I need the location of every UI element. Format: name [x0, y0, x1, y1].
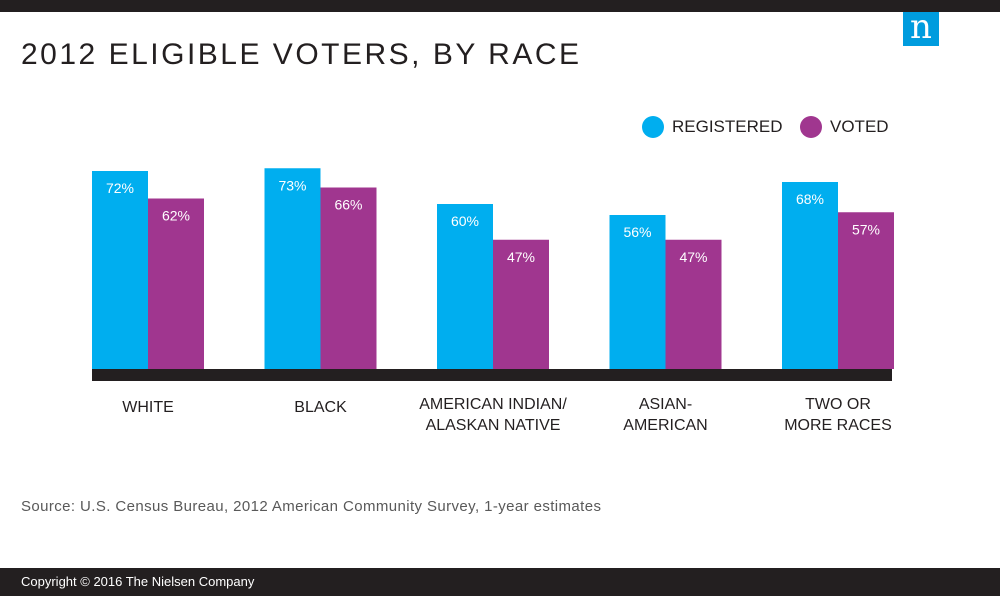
bar-value-label-registered: 72%	[106, 180, 134, 196]
bar-value-label-registered: 60%	[451, 213, 479, 229]
source-note: Source: U.S. Census Bureau, 2012 America…	[21, 498, 602, 515]
bar-value-label-registered: 73%	[278, 177, 306, 193]
bar-registered	[264, 168, 321, 369]
bar-voted	[493, 239, 549, 369]
bar-value-label-voted: 57%	[852, 221, 880, 237]
legend-label-registered: REGISTERED	[672, 117, 783, 136]
bar-voted	[838, 212, 894, 369]
category-label: WHITE	[122, 399, 174, 416]
nielsen-logo: n	[903, 10, 939, 46]
bar-value-label-voted: 62%	[162, 208, 190, 224]
category-label: ASIAN-	[639, 396, 692, 413]
legend-dot-voted	[800, 116, 822, 138]
bar-voted	[148, 198, 204, 369]
legend-item-registered: REGISTERED	[642, 116, 783, 138]
bar-voted	[665, 239, 722, 369]
bar-value-label-registered: 56%	[623, 224, 651, 240]
category-label: BLACK	[294, 399, 347, 416]
bar-registered	[92, 171, 148, 369]
category-label: TWO OR	[805, 396, 871, 413]
bar-registered	[782, 182, 838, 369]
legend-label-voted: VOTED	[830, 117, 889, 136]
bar-value-label-voted: 47%	[679, 249, 707, 265]
bar-registered	[609, 215, 666, 369]
legend-dot-registered	[642, 116, 664, 138]
top-bar	[0, 0, 1000, 12]
copyright-text: Copyright © 2016 The Nielsen Company	[21, 574, 255, 589]
bar-value-label-voted: 66%	[334, 197, 362, 213]
bar-voted	[320, 187, 377, 369]
legend-item-voted: VOTED	[800, 116, 889, 138]
bar-registered	[437, 204, 493, 369]
bar-value-label-registered: 68%	[796, 191, 824, 207]
x-axis-baseline	[92, 369, 892, 381]
category-label: ALASKAN NATIVE	[426, 417, 561, 434]
bar-value-label-voted: 47%	[507, 249, 535, 265]
footer-bar: Copyright © 2016 The Nielsen Company	[0, 568, 1000, 596]
bar-chart: 72% 62% WHITE 73% 66% BLACK 60% 47% AMERICAN IND…	[92, 168, 894, 434]
chart-title: 2012 ELIGIBLE VOTERS, BY RACE	[21, 38, 582, 71]
category-label: AMERICAN INDIAN/	[419, 396, 567, 413]
category-label: MORE RACES	[784, 417, 892, 434]
category-label: AMERICAN	[623, 417, 707, 434]
